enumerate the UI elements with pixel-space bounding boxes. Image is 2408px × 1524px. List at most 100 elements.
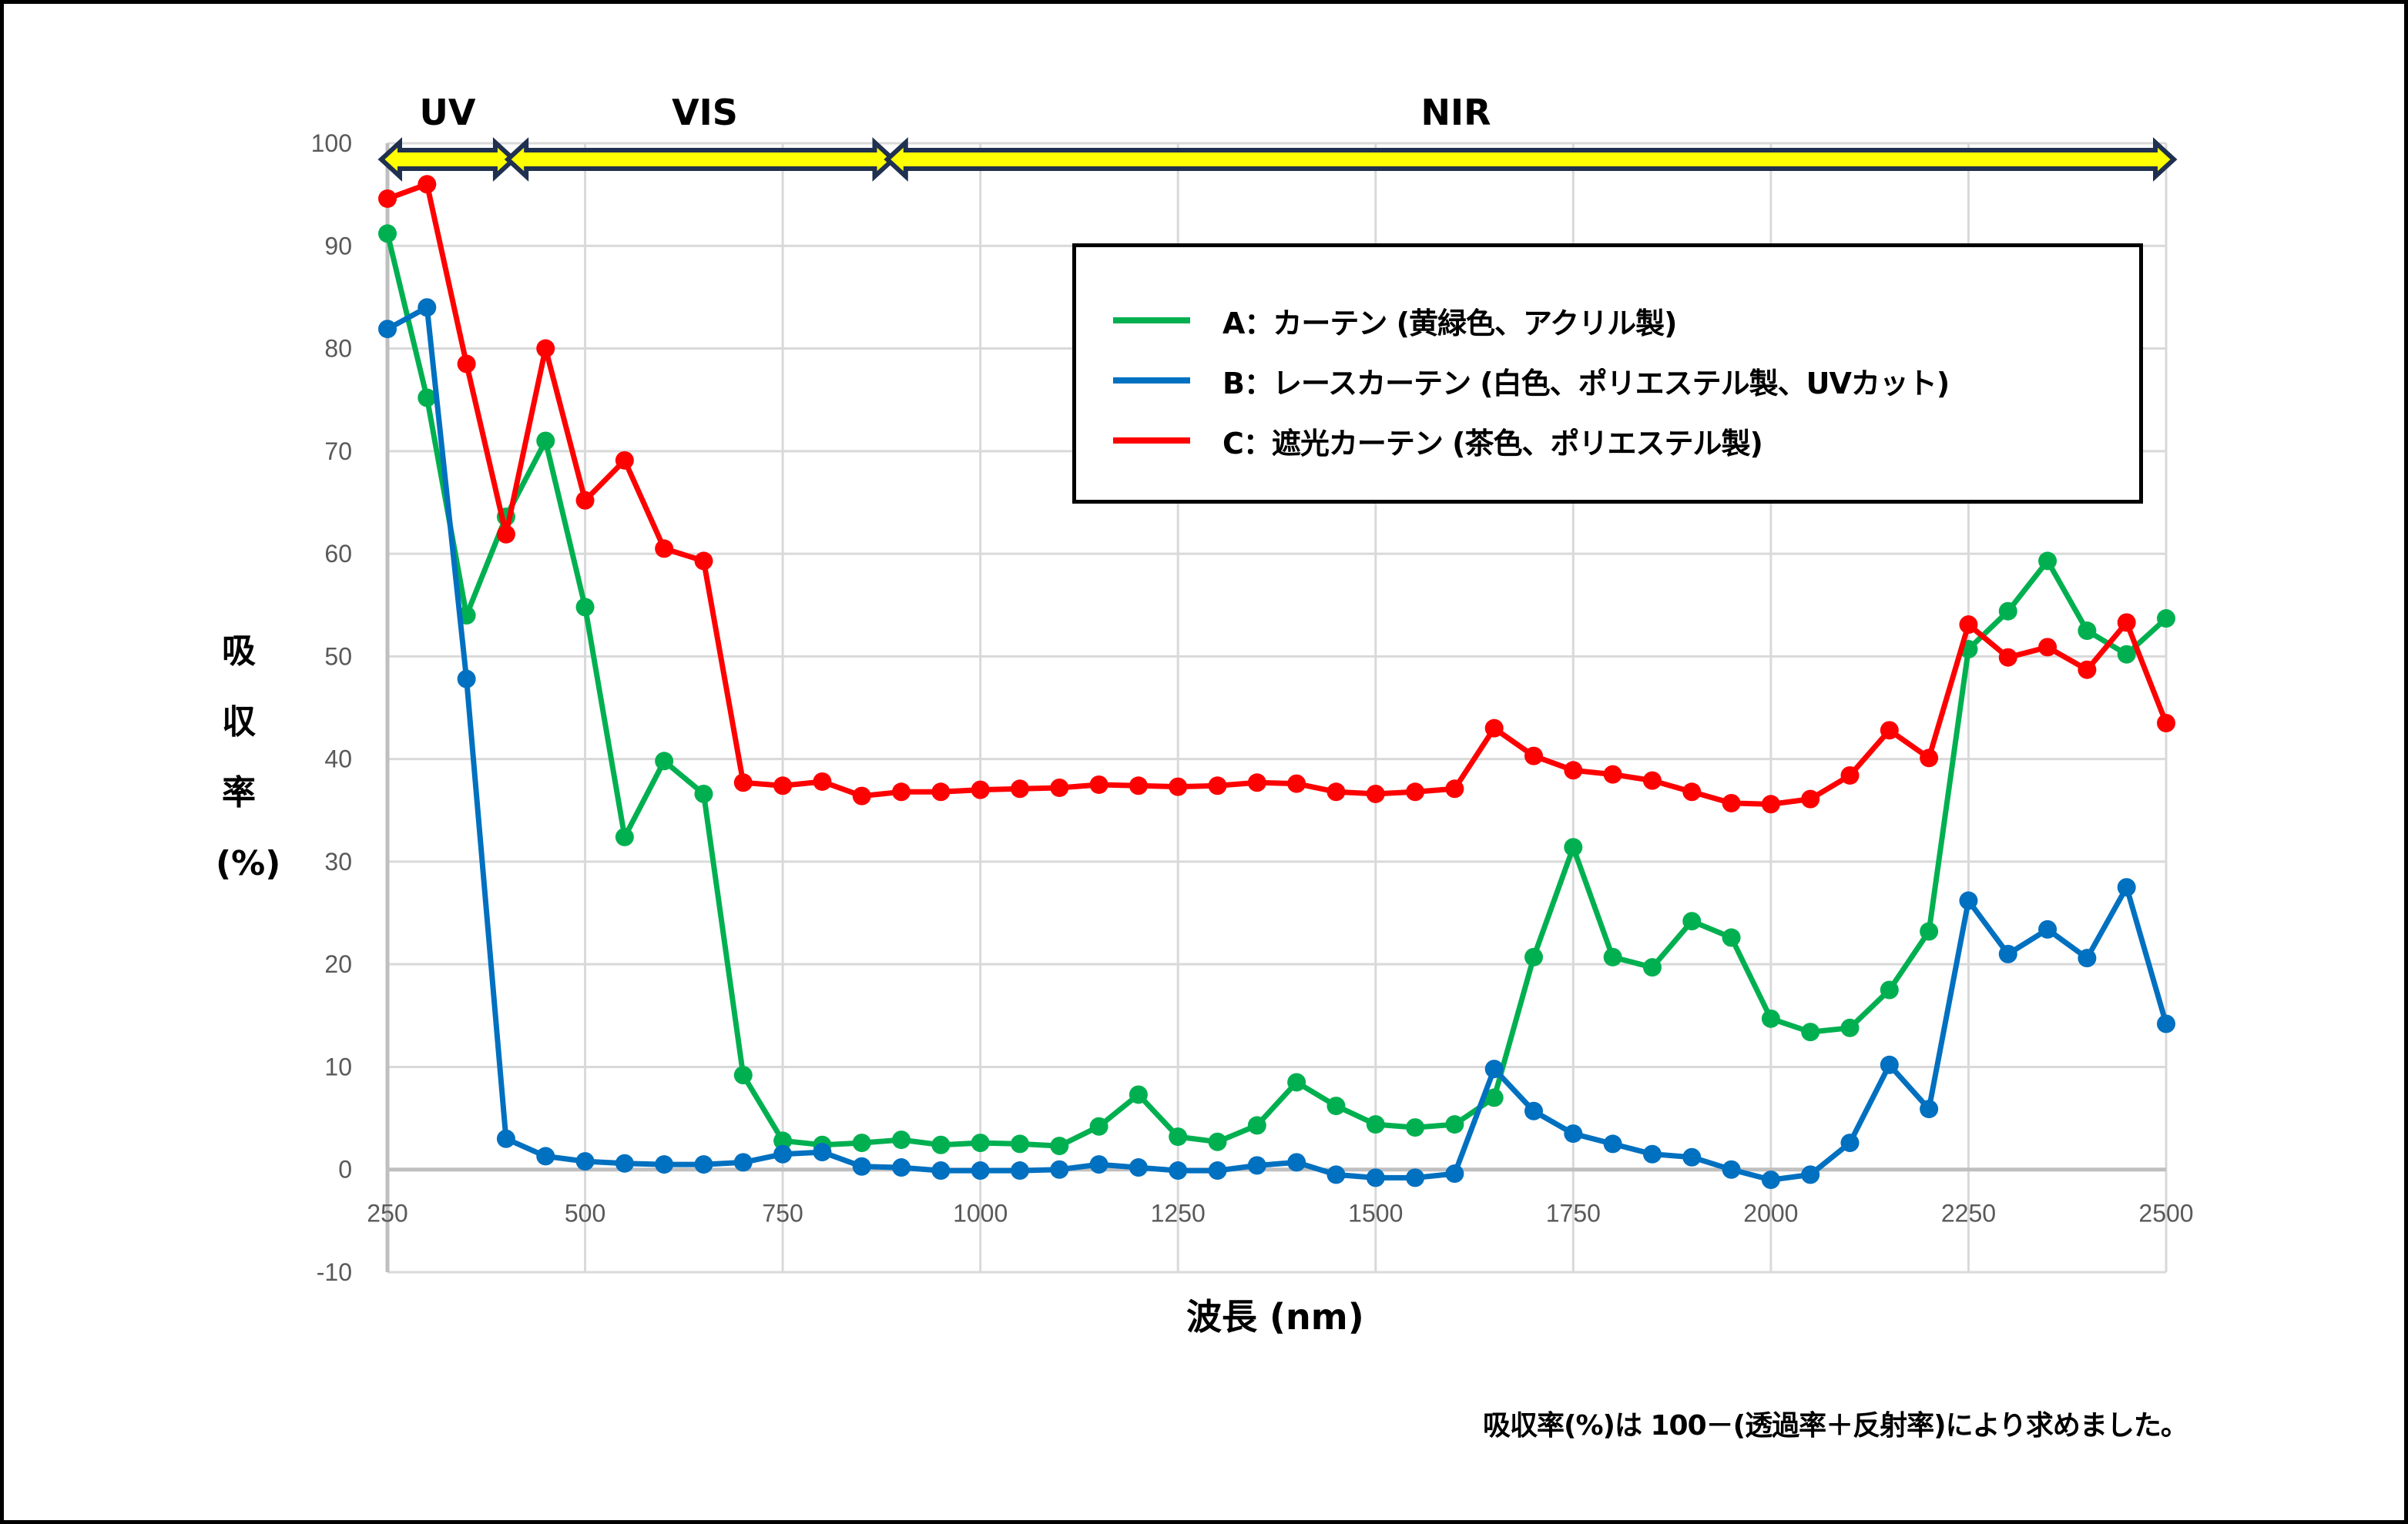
- data-point: [1880, 1055, 1899, 1074]
- region-label: NIR: [1420, 92, 1491, 133]
- data-point: [1722, 1160, 1741, 1179]
- data-point: [615, 1154, 634, 1173]
- data-point: [575, 491, 595, 510]
- data-point: [1366, 784, 1385, 803]
- data-point: [2117, 613, 2136, 632]
- data-point: [1998, 944, 2017, 963]
- x-tick-label: 2500: [2138, 1200, 2193, 1228]
- legend: A：カーテン (黄緑色、アクリル製) B：レースカーテン (白色、ポリエステル製…: [1072, 243, 2143, 504]
- data-point: [1208, 1132, 1227, 1151]
- data-point: [655, 539, 674, 558]
- data-point: [536, 431, 555, 451]
- x-tick-label: 1500: [1348, 1200, 1403, 1228]
- data-point: [1406, 1168, 1425, 1187]
- data-point: [1050, 778, 1069, 797]
- data-point: [2078, 621, 2097, 641]
- data-point: [1406, 1118, 1425, 1137]
- data-point: [852, 1157, 871, 1176]
- data-point: [1524, 746, 1544, 765]
- data-point: [1089, 1155, 1108, 1174]
- data-point: [1484, 1088, 1504, 1107]
- data-point: [773, 1131, 793, 1151]
- data-point: [733, 1153, 753, 1172]
- data-point: [852, 786, 871, 806]
- x-tick-label: 1750: [1546, 1200, 1601, 1228]
- data-point: [733, 1066, 753, 1085]
- tick-labels: -10 0 10 20 30 40 50 60 70 80 90 100 250 500 750 1000 12…: [311, 129, 2194, 1286]
- data-point: [378, 320, 397, 339]
- data-point: [1920, 1100, 1939, 1119]
- spectral-region-arrows: UV VIS NIR: [377, 92, 2178, 182]
- data-point: [1484, 718, 1504, 738]
- y-axis-title: 吸 収 率 (%): [216, 616, 281, 899]
- data-point: [1366, 1115, 1385, 1134]
- legend-item-a: A：カーテン (黄緑色、アクリル製): [1113, 293, 1677, 347]
- data-point: [1682, 912, 1702, 931]
- data-point: [2117, 645, 2136, 664]
- region-label: UV: [419, 92, 475, 133]
- data-point: [1682, 1147, 1702, 1167]
- data-point: [1287, 1153, 1306, 1172]
- legend-swatch-red: [1113, 437, 1190, 444]
- data-point: [1682, 782, 1702, 802]
- data-point: [813, 1143, 832, 1162]
- data-point: [1564, 1124, 1583, 1144]
- data-point: [773, 1144, 793, 1164]
- data-point: [575, 598, 595, 617]
- data-point: [1010, 1134, 1029, 1154]
- region-arrow-icon: [504, 137, 897, 182]
- data-point: [1642, 1144, 1662, 1164]
- data-point: [1564, 761, 1583, 780]
- data-point: [2078, 949, 2097, 968]
- y-axis-title-line: 吸: [222, 631, 256, 671]
- data-point: [1050, 1137, 1069, 1156]
- data-point: [615, 451, 634, 470]
- y-tick-label: 40: [324, 745, 352, 773]
- data-point: [1920, 922, 1939, 941]
- data-point: [655, 1155, 674, 1174]
- legend-swatch-blue: [1113, 377, 1190, 384]
- data-point: [655, 752, 674, 771]
- data-point: [1247, 1156, 1266, 1175]
- data-point: [1208, 1161, 1227, 1181]
- data-point: [1089, 775, 1108, 794]
- data-point: [1089, 1117, 1108, 1136]
- y-tick-label: 60: [324, 540, 352, 568]
- data-point: [2038, 638, 2058, 657]
- x-tick-label: 750: [762, 1200, 803, 1228]
- legend-label: B：レースカーテン (白色、ポリエステル製、UVカット): [1222, 366, 1950, 400]
- data-point: [1129, 1085, 1148, 1104]
- data-point: [1524, 947, 1544, 966]
- region-arrow-icon: [884, 137, 2178, 182]
- data-point: [1840, 1018, 1860, 1037]
- data-point: [1247, 773, 1266, 792]
- data-point: [1880, 980, 1899, 1000]
- y-axis-title-line: 率: [222, 773, 256, 812]
- data-point: [496, 524, 515, 544]
- y-tick-label: 10: [324, 1053, 352, 1080]
- legend-swatch-green: [1113, 317, 1190, 323]
- data-point: [378, 224, 397, 243]
- series-line: [386, 181, 2169, 807]
- data-point: [1642, 771, 1662, 790]
- y-tick-label: 30: [324, 848, 352, 876]
- data-point: [694, 784, 713, 803]
- legend-label: A：カーテン (黄緑色、アクリル製): [1222, 306, 1677, 340]
- data-point: [1010, 1161, 1029, 1181]
- data-point: [1998, 601, 2017, 621]
- data-point: [1129, 776, 1148, 795]
- data-point: [1445, 1115, 1464, 1134]
- y-axis-title-line: (%): [216, 844, 281, 883]
- data-point: [418, 388, 437, 407]
- data-point: [1050, 1160, 1069, 1179]
- data-series: [378, 175, 2175, 1190]
- data-point: [852, 1134, 871, 1153]
- data-point: [2157, 713, 2175, 732]
- footnote: 吸収率(%)は 100－(透過率＋反射率)により求めました。: [1483, 1410, 2188, 1442]
- series-line: [386, 304, 2169, 1183]
- data-point: [1406, 782, 1425, 802]
- data-point: [457, 354, 476, 373]
- data-point: [813, 772, 832, 791]
- data-point: [1326, 1165, 1346, 1184]
- data-point: [1959, 615, 1978, 635]
